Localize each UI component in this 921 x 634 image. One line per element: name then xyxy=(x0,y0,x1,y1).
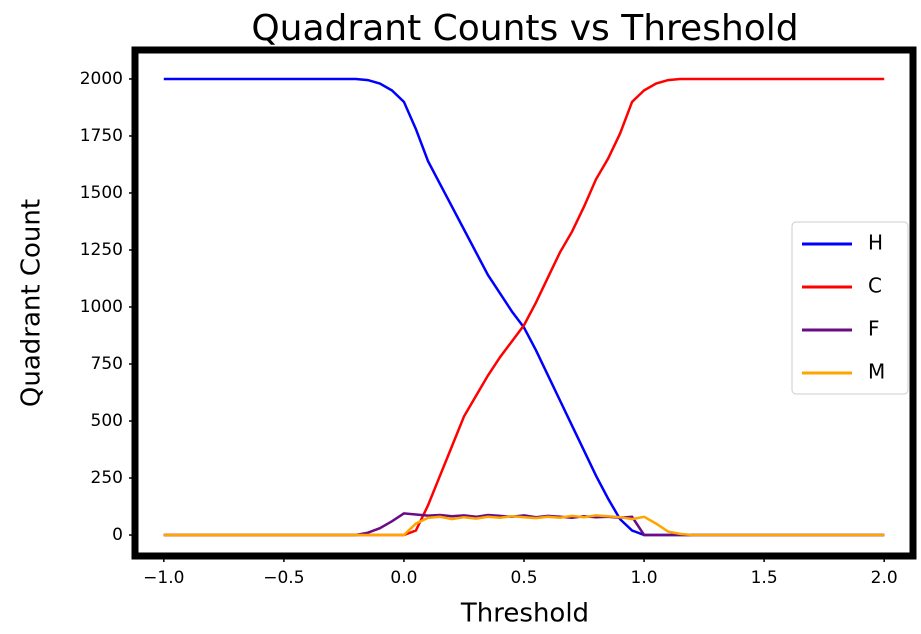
chart-title: Quadrant Counts vs Threshold xyxy=(251,8,798,49)
x-tick-label: 1.5 xyxy=(751,568,778,588)
y-axis-label: Quadrant Count xyxy=(17,199,47,407)
x-tick-label: −1.0 xyxy=(143,568,184,588)
x-tick-label: −0.5 xyxy=(263,568,304,588)
series-line xyxy=(163,77,885,537)
plot-frame xyxy=(131,46,917,560)
x-tick-label: 0.0 xyxy=(390,568,417,588)
x-tick-label: 2.0 xyxy=(871,568,898,588)
y-tick-label: 500 xyxy=(91,411,123,431)
y-tick-label: 1000 xyxy=(80,297,123,317)
y-tick-label: 0 xyxy=(112,525,123,545)
series-line xyxy=(163,77,885,537)
legend-label: H xyxy=(868,231,883,255)
x-tick-label: 0.5 xyxy=(510,568,537,588)
y-tick-label: 1250 xyxy=(80,240,123,260)
y-tick-label: 250 xyxy=(91,468,123,488)
series-line xyxy=(163,514,885,537)
legend-box xyxy=(791,221,909,395)
y-tick-label: 2000 xyxy=(80,69,123,89)
y-tick-label: 1500 xyxy=(80,183,123,203)
y-tick-label: 750 xyxy=(91,354,123,374)
legend-label: M xyxy=(868,360,885,384)
legend-label: C xyxy=(868,274,882,298)
x-tick-label: 1.0 xyxy=(631,568,658,588)
x-axis-label: Threshold xyxy=(460,599,589,629)
legend-label: F xyxy=(868,317,880,341)
y-tick-label: 1750 xyxy=(80,126,123,146)
